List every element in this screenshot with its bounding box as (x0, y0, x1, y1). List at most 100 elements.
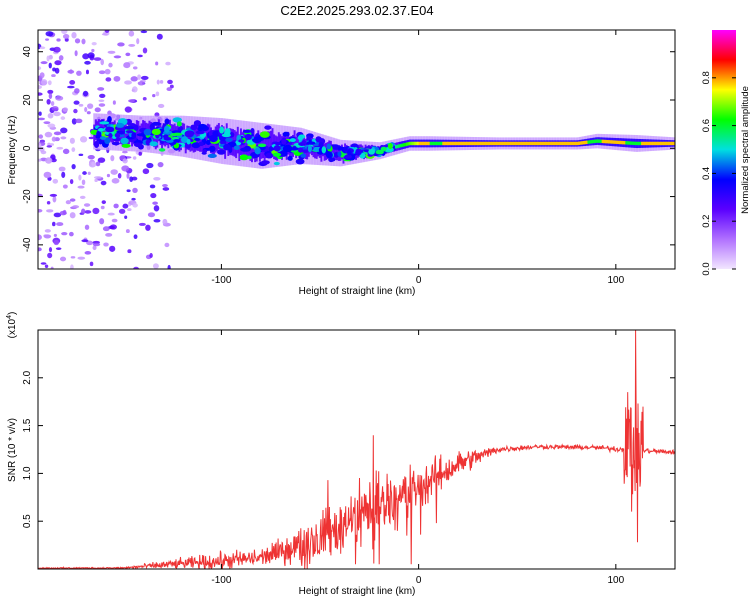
colorbar-ticks: 0.0 0.2 0.4 0.6 0.8 (701, 71, 736, 276)
spectrogram-noise-cell (142, 96, 147, 101)
spectrogram-line-cell (536, 141, 539, 146)
spectrogram-noise-cell (69, 79, 76, 85)
spectrogram-noise-cell (100, 205, 105, 210)
colorbar-label: Normalized spectral amplitude (740, 86, 750, 214)
spectrogram-noise-cell (93, 57, 102, 61)
spectrogram-line-cell (653, 141, 656, 146)
spectrogram-line-cell (573, 141, 576, 146)
spectrogram-blob (239, 154, 249, 161)
spectrogram-blob (124, 125, 134, 130)
snr-x-tick-label: 0 (416, 575, 422, 586)
spectrogram-line-cell (401, 143, 404, 147)
spectrogram-blob (272, 152, 282, 157)
spectrogram-blob (326, 143, 332, 150)
spectrogram-line-cell (432, 141, 435, 146)
spectrogram-line-cell (595, 139, 598, 143)
spectrogram-line-cell (543, 141, 546, 146)
spectrogram-line-cell (672, 141, 675, 146)
spectrogram-line-cell (394, 145, 397, 149)
spectrogram-noise-cell (132, 187, 138, 194)
spectrogram-line-cell (581, 141, 584, 145)
spectrogram-noise-cell (38, 247, 42, 252)
spectrogram-line-cell (661, 141, 664, 146)
spectrogram-blob (289, 138, 296, 143)
spectrogram-line-cell (519, 141, 522, 146)
spectrogram-noise-cell (46, 209, 54, 213)
spectrogram-line-cell (620, 140, 623, 145)
spectrogram-marks (38, 30, 675, 269)
spectrogram-blob (163, 137, 172, 141)
spectrogram-line-cell (491, 141, 494, 146)
spectrogram-noise-cell (45, 31, 54, 37)
spectrogram-noise-cell (104, 68, 111, 75)
spectrogram-line-cell (522, 141, 525, 146)
spectrogram-noise-cell (69, 179, 74, 185)
spectrogram-noise-cell (104, 30, 110, 33)
spectrogram-noise-cell (126, 172, 130, 179)
spectrogram-noise-cell (130, 76, 138, 82)
spectrogram-noise-cell (78, 174, 82, 181)
spectrogram-line-cell (585, 140, 588, 144)
spectrogram-noise-cell (44, 131, 53, 138)
spectrogram-line-cell (402, 143, 405, 147)
spectrogram-band-cell (266, 131, 269, 158)
spectrogram-line-cell (648, 141, 651, 146)
spectrogram-blob (125, 118, 133, 125)
spectrogram-blob (205, 139, 211, 146)
spectrogram-noise-cell (110, 169, 118, 175)
spectrogram-noise-cell (101, 200, 106, 205)
spectrogram-noise-cell (84, 106, 88, 113)
spectrogram-noise-cell (40, 61, 48, 65)
spectrogram-blob (172, 117, 182, 123)
spectrogram-noise-cell (47, 89, 54, 95)
spectrogram-noise-cell (167, 79, 173, 85)
spectrogram-noise-cell (140, 75, 149, 80)
spectrogram-y-tick-label: 0 (22, 145, 33, 151)
spectrogram-line-cell (535, 141, 538, 146)
spectrogram-line-cell (645, 141, 648, 146)
spectrogram-noise-cell (93, 176, 102, 179)
spectrogram-blob (301, 140, 307, 145)
spectrogram-noise-cell (50, 266, 54, 269)
spectrogram-line-cell (443, 141, 446, 146)
spectrogram-noise-cell (47, 252, 53, 259)
spectrogram-noise-cell (82, 171, 87, 175)
spectrogram-noise-cell (87, 155, 95, 160)
spectrogram-blob (111, 141, 120, 146)
spectrogram-noise-cell (38, 234, 42, 241)
spectrogram-noise-cell (153, 219, 161, 223)
spectrogram-line-cell (431, 141, 434, 146)
spectrogram-noise-cell (81, 239, 89, 243)
spectrogram-noise-cell (167, 264, 171, 269)
spectrogram-blob (368, 149, 375, 155)
spectrogram-line-cell (544, 141, 547, 146)
spectrogram-noise-cell (131, 197, 136, 201)
spectrogram-line-cell (399, 143, 402, 148)
spectrogram-noise-cell (67, 85, 75, 89)
snr-y-tick-label: 1.0 (22, 466, 33, 480)
spectrogram-line-cell (459, 141, 462, 146)
spectrogram-noise-cell (69, 212, 76, 219)
spectrogram-line-cell (418, 141, 421, 146)
spectrogram-line-cell (533, 141, 536, 146)
spectrogram-blob (252, 136, 262, 144)
spectrogram-noise-cell (79, 195, 86, 200)
spectrogram-noise-cell (38, 117, 46, 121)
spectrogram-noise-cell (149, 253, 153, 259)
snr-y-multiplier-exp: 4 (6, 315, 13, 319)
spectrogram-line-cell (618, 140, 621, 145)
spectrogram-line-cell (551, 141, 554, 146)
spectrogram-blob (224, 128, 231, 136)
spectrogram-line-cell (439, 141, 442, 146)
spectrogram-noise-cell (84, 251, 92, 255)
spectrogram-line-cell (465, 141, 468, 146)
spectrogram-noise-cell (107, 50, 116, 54)
spectrogram-line-cell (483, 141, 486, 146)
spectrogram-line-cell (435, 141, 438, 146)
spectrogram-noise-cell (137, 54, 143, 58)
spectrogram-noise-cell (47, 80, 52, 86)
spectrogram-line-cell (664, 141, 667, 146)
spectrogram-x-tick-label: 0 (416, 275, 422, 286)
spectrogram-noise-cell (74, 38, 81, 44)
spectrogram-line-cell (464, 141, 467, 146)
